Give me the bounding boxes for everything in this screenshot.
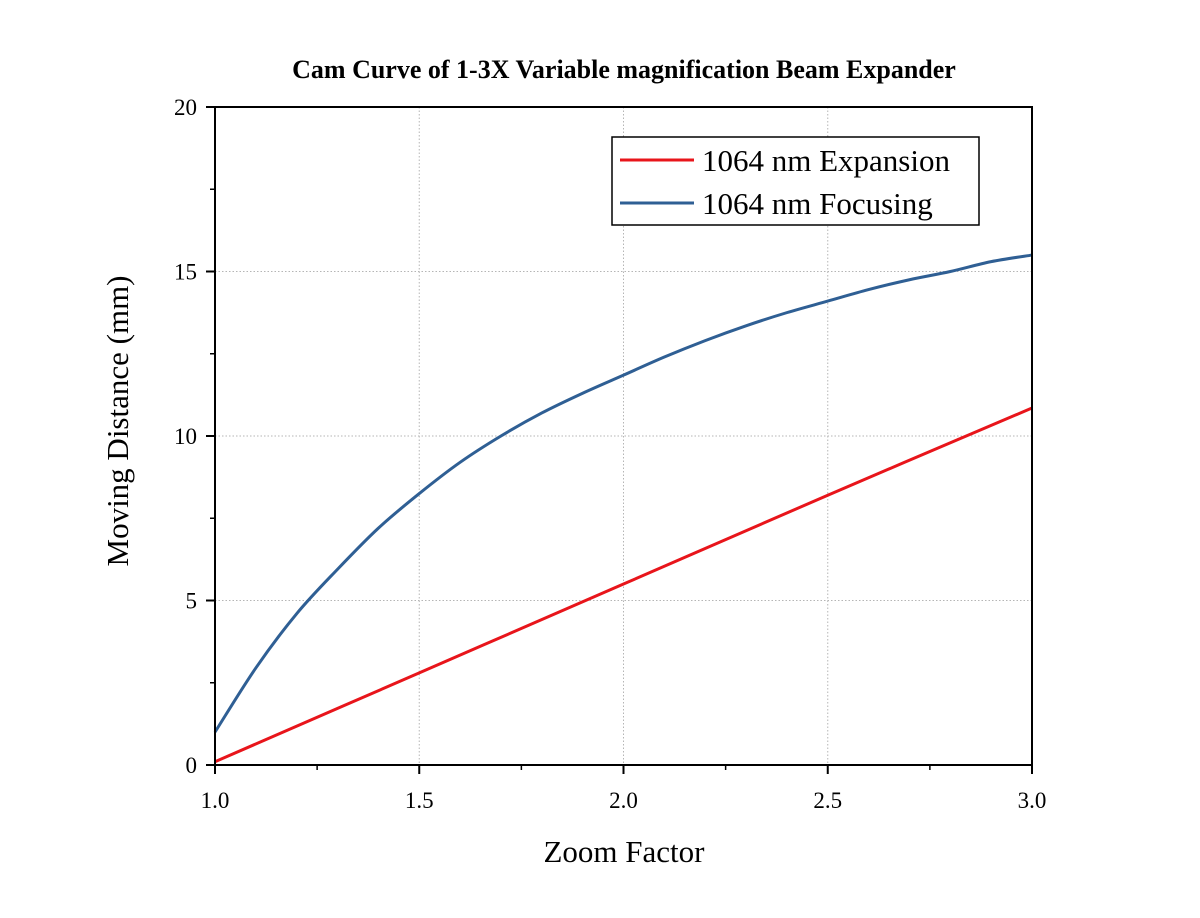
series-line-1064-nm-expansion (214, 406, 1033, 764)
series-layer (213, 253, 1033, 764)
x-tick-label: 1.5 (405, 788, 434, 813)
x-tick-label: 3.0 (1018, 788, 1047, 813)
y-tick-labels: 0 5 10 15 20 (174, 95, 197, 778)
x-tick-label: 1.0 (201, 788, 230, 813)
y-tick-label: 0 (186, 753, 198, 778)
x-tick-label: 2.0 (609, 788, 638, 813)
y-axis-label: Moving Distance (mm) (100, 275, 135, 566)
x-axis-label: Zoom Factor (544, 834, 706, 869)
chart-title: Cam Curve of 1-3X Variable magnification… (292, 55, 956, 84)
legend-label-focusing: 1064 nm Focusing (702, 186, 933, 221)
y-tick-label: 20 (174, 95, 197, 120)
x-tick-labels: 1.0 1.5 2.0 2.5 3.0 (201, 788, 1047, 813)
series-line-1064-nm-focusing (213, 253, 1033, 733)
y-tick-label: 5 (186, 589, 198, 614)
ticks (206, 106, 1033, 774)
legend-box (611, 136, 980, 226)
x-tick-label: 2.5 (813, 788, 842, 813)
legend-label-expansion: 1064 nm Expansion (702, 143, 950, 178)
legend: 1064 nm Expansion 1064 nm Focusing (611, 136, 980, 226)
y-tick-label: 15 (174, 260, 197, 285)
y-tick-label: 10 (174, 424, 197, 449)
